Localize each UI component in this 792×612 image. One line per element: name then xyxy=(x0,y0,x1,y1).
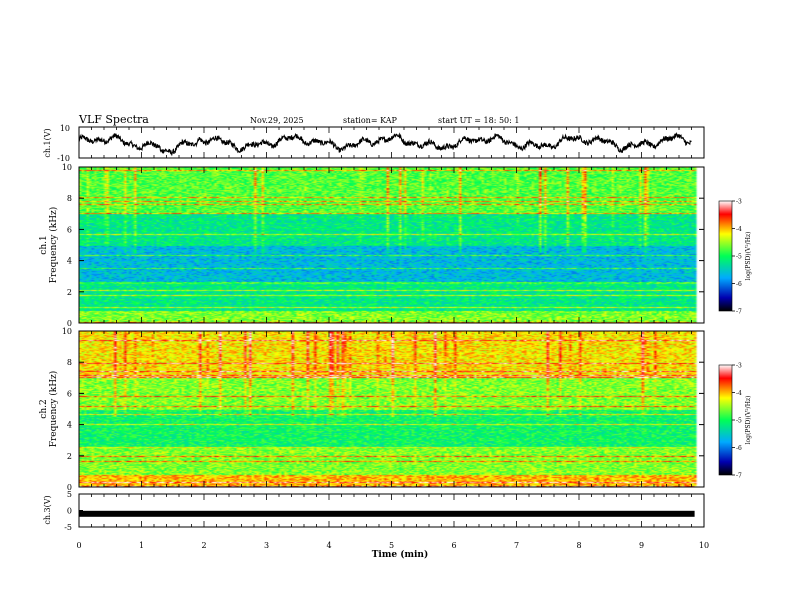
ch2-spectrogram-ylabel-freq: Frequency (kHz) xyxy=(48,371,59,448)
time-axis-ticks: 0 1 2 3 4 5 6 7 8 9 10 xyxy=(76,127,709,550)
time-tick-label: 1 xyxy=(139,541,144,550)
colorbar2-tick-label: -5 xyxy=(736,418,742,425)
ch2-spectrogram-ylabel-ch: ch.2 xyxy=(39,399,49,418)
ch1-colorbar-label: log(PSD)(V²/Hz) xyxy=(745,232,752,281)
spec2-ytick-label: 4 xyxy=(67,421,72,430)
ch2-spectrogram-image xyxy=(79,331,704,487)
ch3-waveform-panel: 5 0 -5 ch.3(V) xyxy=(43,490,705,532)
date-label: Nov.29, 2025 xyxy=(250,116,304,125)
ch3-waveform-ylabel: ch.3(V) xyxy=(43,495,52,524)
time-tick-label: 0 xyxy=(76,541,81,550)
time-tick-label: 5 xyxy=(389,541,394,550)
ch1-spectrogram-panel: 10 8 6 4 2 0 ch.1 Frequency (kHz) xyxy=(39,163,705,328)
ch1-colorbar: -3 -4 -5 -6 -7 log(PSD)(V²/Hz) xyxy=(718,199,752,316)
spec2-ytick-label: 6 xyxy=(67,389,72,398)
time-tick-label: 10 xyxy=(699,541,709,550)
spec2-ytick-label: 8 xyxy=(67,358,72,367)
colorbar2-tick-label: -4 xyxy=(736,390,742,397)
colorbar2-tick-label: -3 xyxy=(736,363,742,370)
ch3-waveform-line xyxy=(79,510,695,517)
time-tick-label: 7 xyxy=(514,541,519,550)
spec1-ytick-label: 6 xyxy=(67,225,72,234)
ch3-ytick-label: 5 xyxy=(67,490,72,499)
colorbar1-tick-label: -6 xyxy=(736,281,742,288)
ch2-colorbar-ticks: -3 -4 -5 -6 -7 xyxy=(732,363,742,480)
ch3-ytick-label: 0 xyxy=(67,507,72,516)
time-tick-label: 6 xyxy=(451,541,456,550)
ch3-ytick-label: -5 xyxy=(64,523,72,532)
ch1-waveform-line xyxy=(78,131,692,157)
ch1-spectrogram-ylabel-freq: Frequency (kHz) xyxy=(48,207,59,284)
colorbar2-tick-label: -7 xyxy=(736,473,742,480)
figure-title: VLF Spectra xyxy=(78,113,149,126)
station-label: station= KAP xyxy=(343,116,398,125)
spec1-ytick-label: 10 xyxy=(62,163,72,172)
spec1-ytick-label: 8 xyxy=(67,194,72,203)
ch3-waveform-yticks: 5 0 -5 xyxy=(64,490,83,532)
colorbar1-tick-label: -3 xyxy=(736,199,742,206)
ch2-colorbar-label: log(PSD)(V²/Hz) xyxy=(745,396,752,445)
ch1-spectrogram-ylabel-ch: ch.1 xyxy=(39,235,49,254)
time-tick-label: 4 xyxy=(326,541,331,550)
spec2-ytick-label: 0 xyxy=(67,483,72,492)
ch1-waveform-panel: 10 -10 ch.1(V) xyxy=(43,124,705,163)
ch2-spectrogram-yticks: 10 8 6 4 2 0 xyxy=(62,327,704,492)
start-ut-label: start UT = 18: 50: 1 xyxy=(438,116,519,125)
colorbar1-tick-label: -7 xyxy=(736,309,742,316)
ch1-spectrogram-yticks: 10 8 6 4 2 0 xyxy=(62,163,704,328)
time-tick-label: 2 xyxy=(201,541,206,550)
spec2-ytick-label: 10 xyxy=(62,327,72,336)
colorbar1-tick-label: -4 xyxy=(736,226,742,233)
ch1-colorbar-ticks: -3 -4 -5 -6 -7 xyxy=(732,199,742,316)
spec1-ytick-label: 0 xyxy=(67,319,72,328)
spec1-ytick-label: 4 xyxy=(67,257,72,266)
time-axis-label: Time (min) xyxy=(372,549,429,560)
ch1-ytick-top: 10 xyxy=(60,124,70,133)
time-tick-label: 8 xyxy=(576,541,581,550)
ch1-colorbar-gradient xyxy=(718,200,733,312)
ch1-spectrogram-image xyxy=(79,167,704,323)
colorbar2-tick-label: -6 xyxy=(736,445,742,452)
time-tick-label: 3 xyxy=(264,541,269,550)
spec1-ytick-label: 2 xyxy=(67,288,72,297)
time-tick-label: 9 xyxy=(639,541,644,550)
colorbar1-tick-label: -5 xyxy=(736,254,742,261)
ch2-colorbar-gradient xyxy=(718,364,733,476)
ch2-spectrogram-panel: 10 8 6 4 2 0 ch.2 Frequency (kHz) xyxy=(39,327,705,492)
spec2-ytick-label: 2 xyxy=(67,452,72,461)
ch2-colorbar: -3 -4 -5 -6 -7 log(PSD)(V²/Hz) xyxy=(718,363,752,480)
ch1-ytick-bottom: -10 xyxy=(57,154,70,163)
ch1-waveform-ylabel: ch.1(V) xyxy=(43,128,52,157)
